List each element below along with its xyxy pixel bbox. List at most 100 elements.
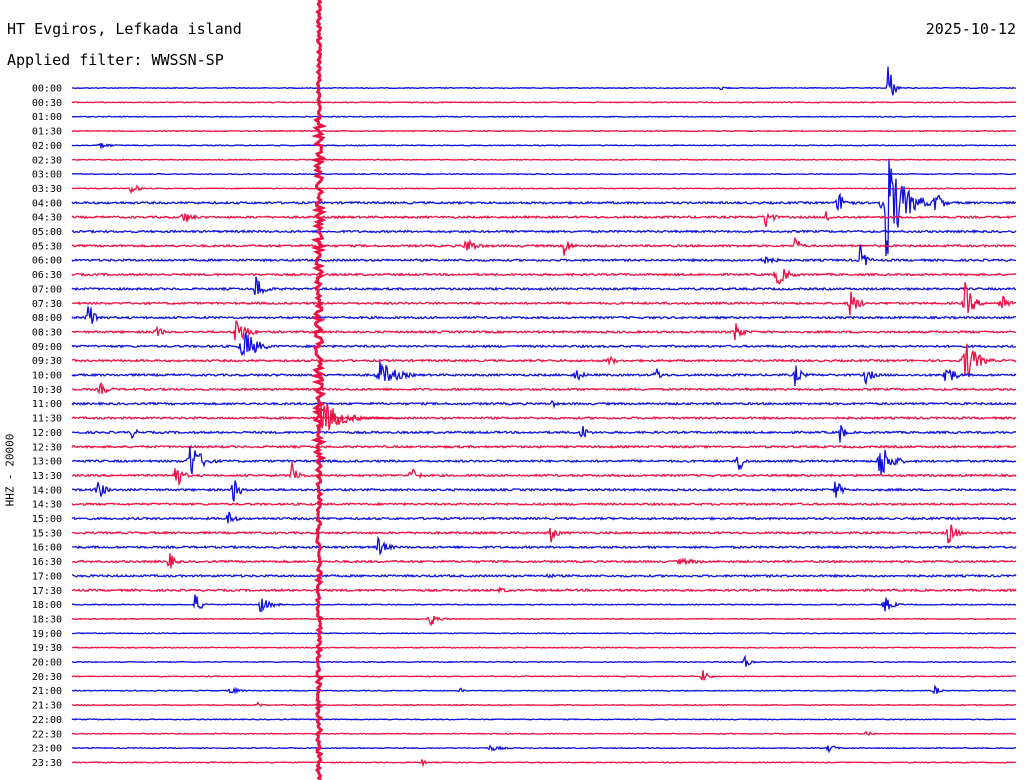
- row-time-label: 09:30: [32, 356, 62, 367]
- row-time-label: 08:30: [32, 327, 62, 338]
- row-time-label: 19:30: [32, 643, 62, 654]
- trace-line: [71, 585, 1017, 594]
- trace-line: [71, 115, 1017, 118]
- trace-line: [71, 730, 1016, 737]
- row-time-label: 04:30: [32, 213, 62, 224]
- row-time-label: 01:30: [32, 127, 62, 138]
- row-time-label: 07:00: [32, 284, 62, 295]
- trace-line: [71, 480, 1017, 502]
- row-time-label: 22:30: [32, 729, 62, 740]
- row-time-label: 20:00: [32, 658, 62, 669]
- trace-line: [71, 229, 1017, 234]
- row-time-label: 03:00: [32, 170, 62, 181]
- trace-line: [71, 573, 1017, 579]
- large-event-trace: [309, 0, 328, 780]
- row-time-label: 00:30: [32, 98, 62, 109]
- row-time-label: 05:30: [32, 241, 62, 252]
- row-time-label: 06:00: [32, 256, 62, 267]
- trace-line: [71, 172, 1017, 176]
- row-time-label: 20:30: [32, 672, 62, 683]
- trace-line: [71, 553, 1017, 569]
- filter-label: Applied filter: WWSSN-SP: [7, 51, 224, 69]
- row-time-label: 13:00: [32, 457, 62, 468]
- trace-line: [71, 268, 1017, 285]
- large-event-coda: [318, 404, 401, 432]
- trace-line: [71, 615, 1017, 627]
- trace-line: [71, 415, 1017, 421]
- row-time-label: 10:30: [32, 385, 62, 396]
- row-time-label: 06:30: [32, 270, 62, 281]
- trace-line: [72, 535, 1017, 556]
- trace-line: [71, 184, 1017, 195]
- trace-line: [71, 276, 1017, 296]
- row-time-label: 16:30: [32, 557, 62, 568]
- trace-line: [71, 281, 1017, 316]
- trace-line: [71, 399, 1017, 410]
- trace-line: [71, 381, 1017, 395]
- row-time-label: 21:00: [32, 686, 62, 697]
- trace-line: [72, 425, 1017, 443]
- trace-line: [71, 462, 1017, 487]
- row-time-label: 11:30: [32, 414, 62, 425]
- row-time-label: 23:00: [32, 744, 62, 755]
- row-time-label: 19:00: [32, 629, 62, 640]
- row-time-label: 11:00: [32, 399, 62, 410]
- row-time-label: 15:00: [32, 514, 62, 525]
- row-time-label: 15:30: [32, 528, 62, 539]
- row-time-label: 04:00: [32, 198, 62, 209]
- row-time-label: 21:30: [32, 701, 62, 712]
- trace-line: [71, 718, 1017, 721]
- trace-line: [71, 211, 1017, 227]
- trace-line: [71, 158, 1017, 162]
- row-time-label: 10:00: [32, 371, 62, 382]
- row-time-label: 16:00: [32, 543, 62, 554]
- trace-line: [71, 684, 1017, 695]
- row-time-label: 00:00: [32, 84, 62, 95]
- trace-line: [71, 306, 1017, 324]
- trace-line: [71, 142, 1017, 150]
- trace-line: [71, 501, 1017, 507]
- row-time-label: 14:30: [32, 500, 62, 511]
- row-time-label: 12:00: [32, 428, 62, 439]
- trace-line: [71, 654, 1017, 667]
- trace-line: [72, 670, 1017, 681]
- station-title: HT Evgiros, Lefkada island: [7, 20, 242, 38]
- row-time-label: 02:30: [32, 155, 62, 166]
- trace-line: [71, 319, 1017, 341]
- trace-line: [71, 244, 1017, 266]
- row-time-label: 09:00: [32, 342, 62, 353]
- row-time-label: 23:30: [32, 758, 62, 769]
- trace-line: [71, 701, 1017, 708]
- trace-line: [71, 446, 1017, 475]
- row-time-label: 14:00: [32, 485, 62, 496]
- trace-line: [71, 444, 1017, 450]
- trace-line: [71, 524, 1017, 544]
- row-time-label: 02:00: [32, 141, 62, 152]
- row-time-label: 07:30: [32, 299, 62, 310]
- row-time-label: 08:00: [32, 313, 62, 324]
- row-time-label: 17:30: [32, 586, 62, 597]
- trace-line: [71, 511, 1017, 524]
- row-time-label: 22:00: [32, 715, 62, 726]
- trace-line: [71, 594, 1017, 613]
- date-label: 2025-10-12: [925, 20, 1016, 38]
- trace-line: [71, 646, 1017, 649]
- row-time-label: 17:00: [32, 571, 62, 582]
- row-time-label: 01:00: [32, 112, 62, 123]
- trace-line: [71, 759, 1016, 768]
- row-time-label: 12:30: [32, 442, 62, 453]
- trace-line: [71, 236, 1017, 256]
- row-time-label: 18:30: [32, 614, 62, 625]
- row-time-label: 05:00: [32, 227, 62, 238]
- trace-line: [71, 632, 1017, 635]
- trace-line: [71, 158, 1017, 257]
- trace-line: [71, 332, 1017, 357]
- trace-line: [71, 66, 1016, 96]
- trace-line: [71, 343, 1017, 378]
- trace-line: [71, 361, 1017, 386]
- row-time-label: 03:30: [32, 184, 62, 195]
- trace-line: [71, 129, 1017, 133]
- row-time-label: 18:00: [32, 600, 62, 611]
- row-time-label: 13:30: [32, 471, 62, 482]
